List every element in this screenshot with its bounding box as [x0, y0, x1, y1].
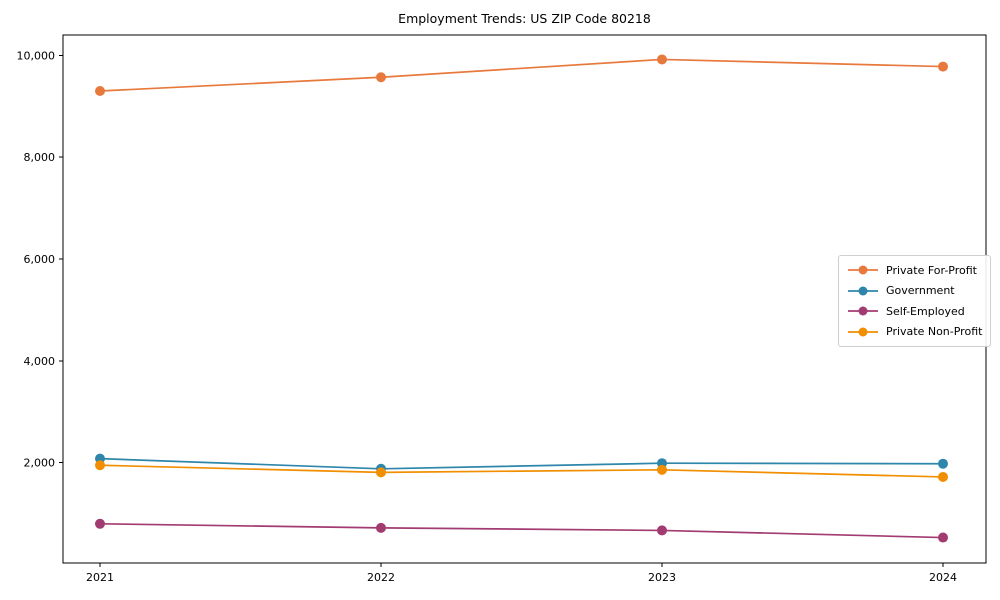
data-point-self-employed-2023 [657, 525, 667, 536]
data-point-private-for-profit-2021 [95, 86, 105, 97]
legend-label: Private Non-Profit [886, 325, 983, 339]
y-axis-tick-label: 2,000 [24, 457, 56, 470]
legend-item-private-non-profit: Private Non-Profit [847, 322, 982, 343]
legend-marker-icon [848, 306, 878, 316]
x-axis-tick-label: 2021 [86, 571, 114, 584]
series-private-non-profit [95, 460, 948, 482]
data-point-private-for-profit-2023 [657, 54, 667, 65]
data-point-self-employed-2022 [376, 522, 386, 533]
chart-title: Employment Trends: US ZIP Code 80218 [398, 11, 651, 26]
data-point-private-for-profit-2022 [376, 72, 386, 83]
y-axis-tick-label: 8,000 [24, 151, 56, 164]
legend-label: Government [886, 284, 955, 298]
x-axis-tick-label: 2024 [929, 571, 957, 584]
legend-marker-icon [848, 286, 878, 296]
y-axis: 2,000 4,000 6,000 8,000 10,000 [17, 49, 63, 470]
legend-marker-icon [848, 327, 878, 337]
legend-item-self-employed: Self-Employed [847, 301, 982, 322]
x-axis-tick-label: 2023 [648, 571, 676, 584]
legend-item-government: Government [847, 281, 982, 302]
data-point-private-non-profit-2023 [657, 464, 667, 475]
data-point-self-employed-2021 [95, 518, 105, 529]
data-point-private-non-profit-2024 [938, 471, 948, 482]
y-axis-tick-label: 10,000 [17, 49, 56, 62]
x-axis: 2021 2022 2023 2024 [86, 563, 957, 584]
legend-item-private-for-profit: Private For-Profit [847, 260, 982, 281]
series-line-government [99, 457, 944, 470]
legend-label: Private For-Profit [886, 263, 977, 277]
data-point-private-non-profit-2022 [376, 467, 386, 478]
data-point-private-for-profit-2024 [938, 61, 948, 72]
series-private-for-profit [95, 54, 948, 97]
x-axis-tick-label: 2022 [367, 571, 395, 584]
legend: Private For-Profit Government Self-Employe… [838, 255, 992, 347]
series-line-self-employed [99, 522, 944, 539]
series-line-private-non-profit [99, 464, 944, 478]
data-point-government-2024 [938, 458, 948, 469]
legend-marker-icon [848, 265, 878, 275]
y-axis-tick-label: 4,000 [24, 355, 56, 368]
legend-label: Self-Employed [886, 304, 965, 318]
series-self-employed [95, 518, 948, 543]
y-axis-tick-label: 6,000 [24, 253, 56, 266]
data-point-private-non-profit-2021 [95, 460, 105, 471]
series-line-private-for-profit [99, 58, 944, 92]
data-point-self-employed-2024 [938, 532, 948, 543]
